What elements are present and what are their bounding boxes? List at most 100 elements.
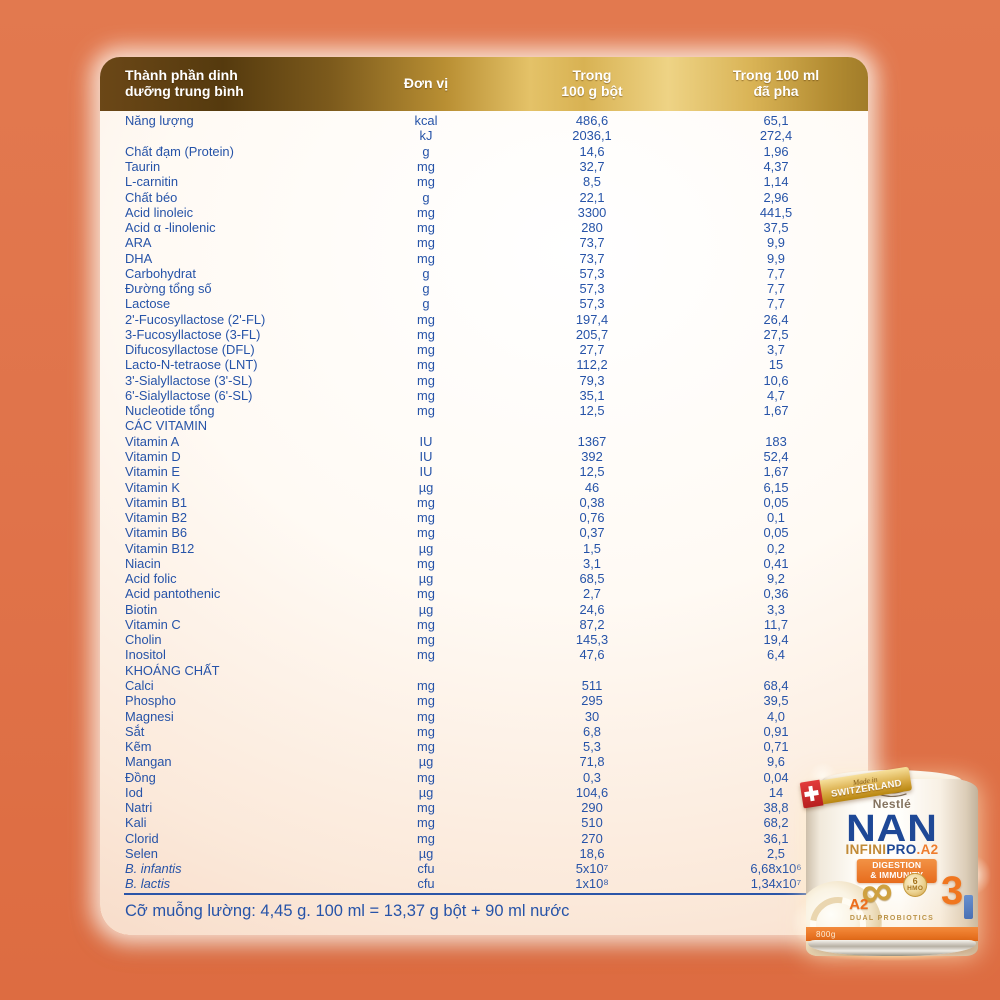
per-100ml-cell: 6,68x10⁶ bbox=[750, 861, 802, 877]
unit-cell: mg bbox=[417, 326, 435, 342]
per-100ml-cell: 9,9 bbox=[767, 250, 785, 266]
per-100ml-cell: 1,67 bbox=[763, 464, 789, 480]
per-100ml-cell: 65,1 bbox=[763, 113, 789, 129]
nutrient-cell: Chất đạm (Protein) bbox=[125, 143, 234, 159]
table-row: Vitamin B1 mg 0,38 0,05 bbox=[100, 496, 868, 511]
table-row: Vitamin B2 mg 0,76 0,1 bbox=[100, 511, 868, 526]
per-100g-cell: 68,5 bbox=[579, 571, 605, 587]
per-100g-cell: 145,3 bbox=[575, 632, 609, 648]
per-100g-cell: 35,1 bbox=[579, 387, 605, 403]
product-can: Nestlé NAN INFINIPRO.A2 DIGESTION & IMMU… bbox=[790, 762, 992, 961]
hmo-label: HMO bbox=[907, 885, 924, 893]
table-row: Mangan µg 71,8 9,6 bbox=[100, 755, 868, 770]
nutrient-cell: KHOÁNG CHẤT bbox=[125, 662, 220, 678]
nutrient-cell: Phospho bbox=[125, 693, 176, 709]
nutrient-cell: Đồng bbox=[125, 769, 156, 785]
table-row: B. lactis cfu 1x10⁸ 1,34x10⁷ bbox=[100, 877, 868, 892]
unit-cell: µg bbox=[418, 571, 434, 587]
claim-line-1: DIGESTION bbox=[872, 860, 922, 870]
per-100ml-cell: 6,4 bbox=[767, 647, 785, 663]
nutrient-cell: Acid folic bbox=[125, 571, 177, 587]
per-100g-cell: 73,7 bbox=[579, 235, 605, 251]
table-row: Magnesi mg 30 4,0 bbox=[100, 709, 868, 724]
per-100g-cell: 197,4 bbox=[575, 311, 609, 327]
per-100ml-cell: 39,5 bbox=[763, 693, 789, 709]
per-100g-cell: 6,8 bbox=[583, 723, 601, 739]
per-100ml-cell: 9,9 bbox=[767, 235, 785, 251]
per-100ml-cell: 68,4 bbox=[763, 678, 789, 693]
nutrient-cell: ARA bbox=[125, 235, 152, 251]
table-row: Iod µg 104,6 14 bbox=[100, 786, 868, 801]
table-row: 2'-Fucosyllactose (2'-FL) mg 197,4 26,4 bbox=[100, 312, 868, 327]
table-row: Đồng mg 0,3 0,04 bbox=[100, 770, 868, 785]
per-100g-cell: 8,5 bbox=[583, 174, 601, 190]
unit-cell: IU bbox=[419, 449, 433, 465]
per-100g-cell: 22,1 bbox=[579, 189, 605, 205]
unit-cell: mg bbox=[417, 678, 435, 693]
table-row: Acid linoleic mg 3300 441,5 bbox=[100, 206, 868, 221]
table-row: Carbohydrat g 57,3 7,7 bbox=[100, 267, 868, 282]
nutrient-cell: Magnesi bbox=[125, 708, 174, 724]
nutrient-cell: Difucosyllactose (DFL) bbox=[125, 342, 255, 358]
per-100g-cell: 2036,1 bbox=[572, 128, 612, 144]
unit-cell: µg bbox=[418, 845, 434, 861]
unit-cell: mg bbox=[417, 830, 435, 846]
table-row: Nucleotide tổng mg 12,5 1,67 bbox=[100, 404, 868, 419]
nutrient-cell: Vitamin B12 bbox=[125, 540, 195, 556]
unit-cell: mg bbox=[417, 723, 435, 739]
table-row: Vitamin E IU 12,5 1,67 bbox=[100, 465, 868, 480]
unit-cell: cfu bbox=[417, 876, 435, 892]
unit-cell: mg bbox=[417, 769, 435, 785]
table-row: Natri mg 290 38,8 bbox=[100, 801, 868, 816]
per-100ml-cell: 10,6 bbox=[763, 372, 789, 388]
table-row: Biotin µg 24,6 3,3 bbox=[100, 603, 868, 618]
nutrient-cell: Taurin bbox=[125, 158, 161, 174]
nutrient-cell: 3'-Sialyllactose (3'-SL) bbox=[125, 372, 253, 388]
per-100g-cell: 486,6 bbox=[575, 113, 609, 129]
table-row: Difucosyllactose (DFL) mg 27,7 3,7 bbox=[100, 343, 868, 358]
per-100g-cell: 24,6 bbox=[579, 601, 605, 617]
per-100ml-cell: 4,37 bbox=[763, 158, 789, 174]
nutrient-cell: Lacto-N-tetraose (LNT) bbox=[125, 357, 258, 373]
per-100ml-cell: 14 bbox=[768, 784, 784, 800]
per-100ml-cell: 9,2 bbox=[767, 571, 785, 587]
table-row: kJ 2036,1 272,4 bbox=[100, 129, 868, 144]
unit-cell: kJ bbox=[419, 128, 433, 144]
unit-cell: mg bbox=[417, 220, 435, 236]
per-100ml-cell: 441,5 bbox=[759, 204, 793, 220]
per-100ml-cell: 0,04 bbox=[763, 769, 789, 785]
table-row: Taurin mg 32,7 4,37 bbox=[100, 160, 868, 175]
per-100g-cell: 79,3 bbox=[579, 372, 605, 388]
nutrient-cell: Vitamin K bbox=[125, 479, 180, 495]
unit-cell: IU bbox=[419, 464, 433, 480]
unit-cell: mg bbox=[417, 510, 435, 526]
nutrient-cell: Năng lượng bbox=[125, 113, 194, 129]
per-100g-cell: 1,5 bbox=[583, 540, 601, 556]
nutrient-cell: Kẽm bbox=[125, 739, 152, 755]
unit-cell: mg bbox=[417, 525, 435, 541]
label-stack: Nestlé NAN INFINIPRO.A2 DIGESTION & IMMU… bbox=[806, 779, 978, 956]
table-row: Vitamin C mg 87,2 11,7 bbox=[100, 618, 868, 633]
per-100ml-cell: 4,0 bbox=[767, 708, 785, 724]
per-100g-cell: 30 bbox=[584, 708, 600, 724]
per-100g-cell: 280 bbox=[581, 220, 603, 236]
can-bottom-rim bbox=[808, 940, 976, 956]
table-row: Phospho mg 295 39,5 bbox=[100, 694, 868, 709]
per-100ml-cell: 0,71 bbox=[763, 739, 789, 755]
brand-name: Nestlé bbox=[872, 797, 912, 811]
table-row: Kẽm mg 5,3 0,71 bbox=[100, 740, 868, 755]
nutrient-cell: 6'-Sialyllactose (6'-SL) bbox=[125, 387, 253, 403]
table-footer: Cỡ muỗng lường: 4,45 g. 100 ml = 13,37 g… bbox=[124, 893, 845, 921]
unit-cell: cfu bbox=[417, 861, 435, 877]
unit-cell: mg bbox=[417, 174, 435, 190]
table-row: Lacto-N-tetraose (LNT) mg 112,2 15 bbox=[100, 358, 868, 373]
table-row: 3'-Sialyllactose (3'-SL) mg 79,3 10,6 bbox=[100, 374, 868, 389]
unit-cell: mg bbox=[417, 555, 435, 571]
nutrient-cell: Clorid bbox=[125, 830, 159, 846]
table-row: Sắt mg 6,8 0,91 bbox=[100, 725, 868, 740]
per-100ml-cell: 7,7 bbox=[767, 281, 785, 297]
per-100g-cell: 73,7 bbox=[579, 250, 605, 266]
unit-cell: mg bbox=[417, 372, 435, 388]
per-100g-cell: 12,5 bbox=[579, 403, 605, 419]
per-100ml-cell: 0,36 bbox=[763, 586, 789, 602]
